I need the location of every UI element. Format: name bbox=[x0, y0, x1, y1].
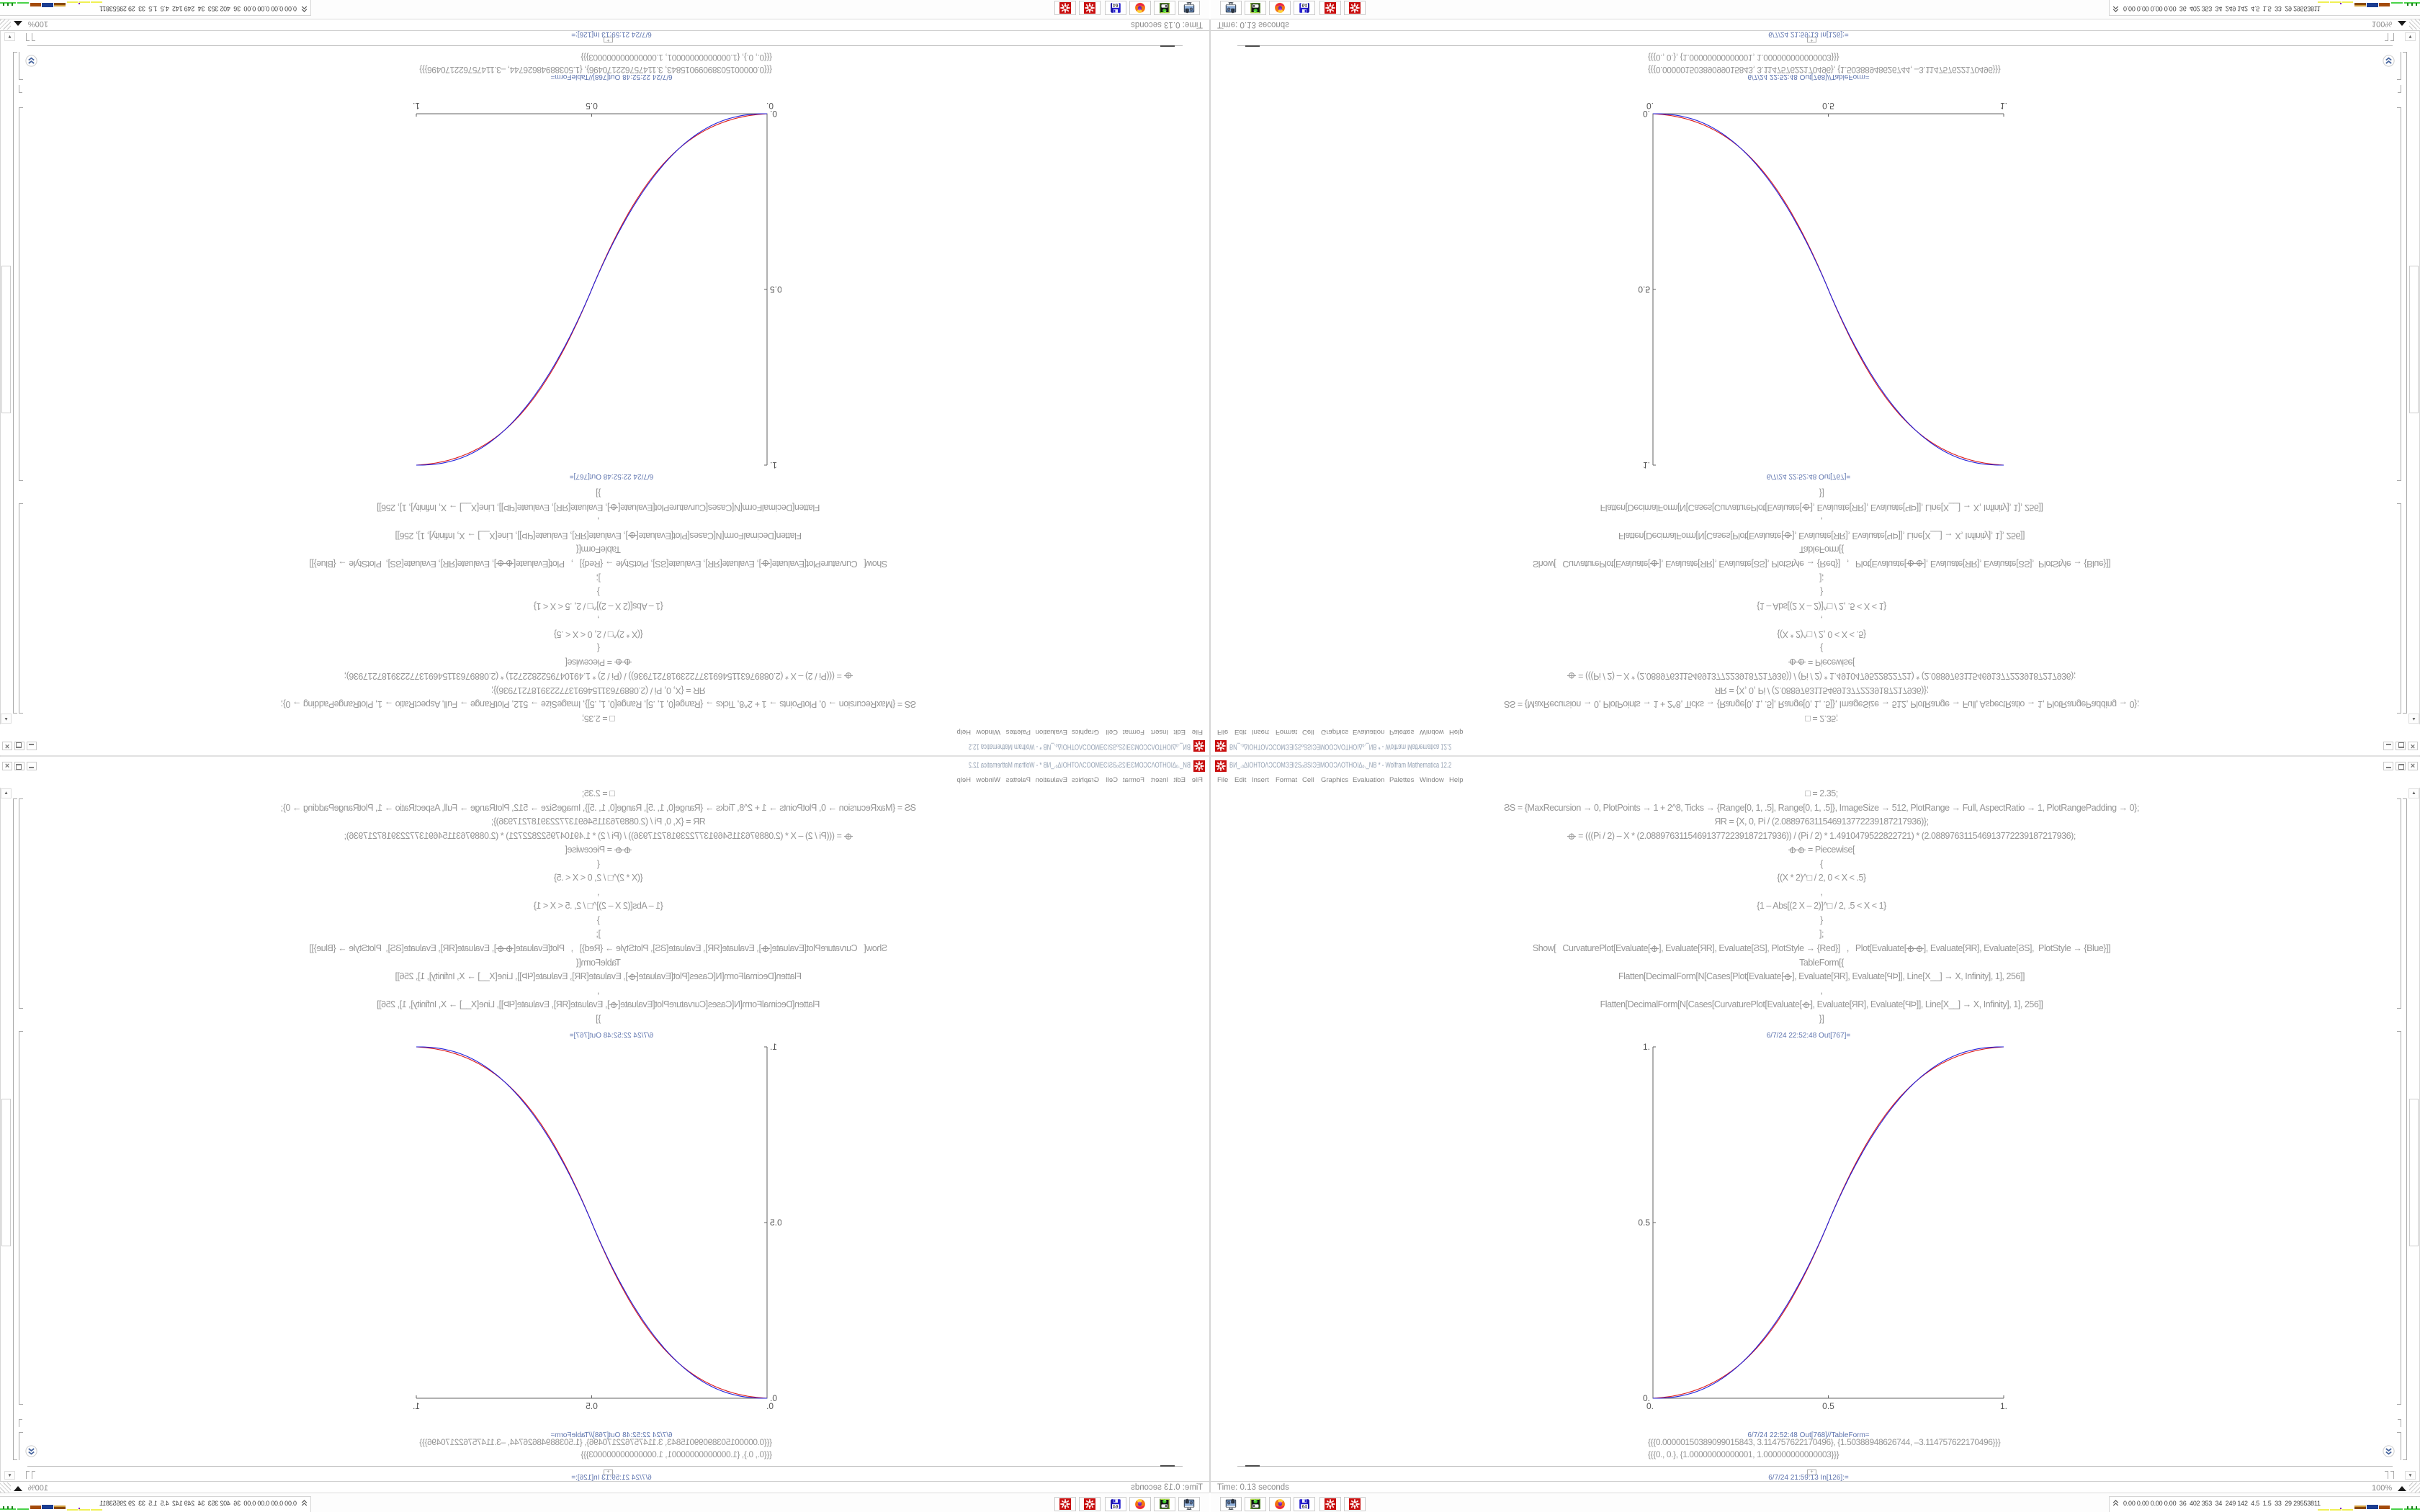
svg-text:0.5: 0.5 bbox=[770, 1218, 781, 1228]
svg-text:64: 64 bbox=[1301, 1505, 1307, 1510]
svg-text:1.: 1. bbox=[1643, 460, 1650, 470]
svg-text:64: 64 bbox=[1113, 2, 1119, 7]
svg-text:1.: 1. bbox=[2000, 1401, 2007, 1411]
svg-text:1.: 1. bbox=[413, 101, 420, 111]
svg-text:0.5: 0.5 bbox=[1639, 284, 1650, 294]
svg-text:1.: 1. bbox=[770, 460, 777, 470]
svg-text:0.5: 0.5 bbox=[1822, 101, 1834, 111]
svg-text:0.5: 0.5 bbox=[770, 284, 781, 294]
svg-text:0.: 0. bbox=[766, 1401, 774, 1411]
svg-text:0.: 0. bbox=[770, 1393, 777, 1403]
svg-text:0.: 0. bbox=[770, 109, 777, 119]
svg-text:0.: 0. bbox=[1646, 1401, 1654, 1411]
svg-text:0.: 0. bbox=[1643, 109, 1650, 119]
svg-text:64: 64 bbox=[1301, 2, 1307, 7]
svg-text:1.: 1. bbox=[2000, 101, 2007, 111]
svg-text:0.: 0. bbox=[766, 101, 774, 111]
svg-text:0.5: 0.5 bbox=[1639, 1218, 1650, 1228]
svg-text:0.: 0. bbox=[1646, 101, 1654, 111]
svg-text:1.: 1. bbox=[770, 1042, 777, 1052]
svg-text:0.5: 0.5 bbox=[1822, 1401, 1834, 1411]
svg-text:1.: 1. bbox=[1643, 1042, 1650, 1052]
svg-text:0.: 0. bbox=[1643, 1393, 1650, 1403]
svg-text:0.5: 0.5 bbox=[586, 101, 598, 111]
svg-text:0.5: 0.5 bbox=[586, 1401, 598, 1411]
svg-text:1.: 1. bbox=[413, 1401, 420, 1411]
svg-text:64: 64 bbox=[1113, 1505, 1119, 1510]
